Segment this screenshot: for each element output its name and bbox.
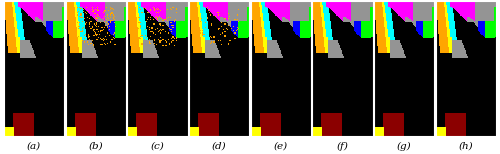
Text: (h): (h) — [458, 142, 473, 151]
Text: (e): (e) — [274, 142, 288, 151]
Text: (b): (b) — [88, 142, 103, 151]
Text: (a): (a) — [27, 142, 41, 151]
Text: (d): (d) — [212, 142, 226, 151]
Text: (f): (f) — [336, 142, 348, 151]
Text: (c): (c) — [150, 142, 164, 151]
Text: (g): (g) — [397, 142, 411, 151]
